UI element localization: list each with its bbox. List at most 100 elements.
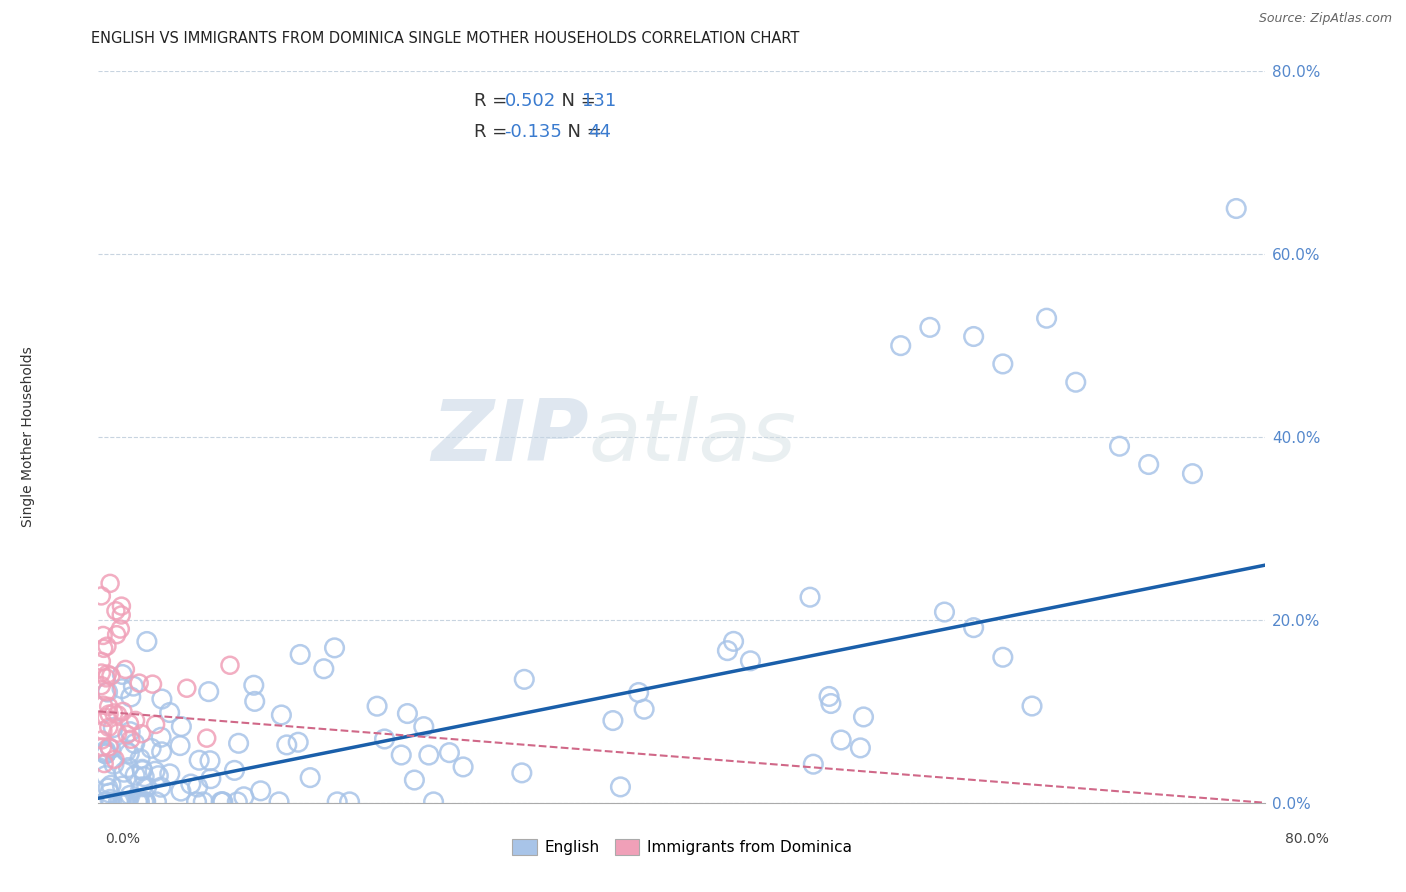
Point (94, 795, 117, 809)
Point (209, 795, 232, 809)
Point (243, 678, 266, 692)
Point (96, 685, 118, 699)
Point (111, 667, 134, 681)
Point (90, 654, 112, 668)
Point (740, 654, 762, 668)
Point (141, 677, 163, 691)
Point (396, 706, 419, 721)
Point (226, 795, 249, 809)
Point (96, 667, 118, 681)
Point (115, 795, 138, 809)
Point (326, 795, 349, 809)
Point (228, 736, 250, 750)
Point (389, 747, 412, 762)
Point (404, 772, 426, 787)
Point (1108, 439, 1130, 453)
Point (131, 764, 153, 778)
Point (890, 338, 912, 352)
Text: ZIP: ZIP (430, 395, 589, 479)
Point (131, 780, 153, 794)
Point (91, 628, 114, 642)
Point (114, 662, 136, 676)
Point (94, 795, 117, 809)
Point (609, 780, 631, 794)
Point (1035, 311, 1057, 326)
Point (962, 329, 984, 343)
Point (97, 720, 120, 734)
Text: ENGLISH VS IMMIGRANTS FROM DOMINICA SINGLE MOTHER HOUSEHOLDS CORRELATION CHART: ENGLISH VS IMMIGRANTS FROM DOMINICA SING… (91, 31, 800, 46)
Point (124, 737, 146, 751)
Point (118, 747, 141, 761)
Point (90, 589, 112, 603)
Point (186, 795, 208, 809)
Point (98, 739, 121, 754)
Text: R =: R = (474, 92, 513, 110)
Point (110, 622, 132, 636)
Text: Source: ZipAtlas.com: Source: ZipAtlas.com (1258, 12, 1392, 25)
Point (94, 795, 117, 809)
Point (451, 760, 474, 774)
Point (1225, 202, 1247, 216)
Point (100, 669, 122, 683)
Point (110, 607, 132, 622)
Text: -0.135: -0.135 (505, 122, 562, 141)
Point (170, 784, 193, 798)
Point (93, 698, 115, 713)
Point (270, 708, 292, 723)
Point (849, 740, 872, 755)
Point (852, 710, 875, 724)
Point (115, 727, 138, 741)
Point (224, 764, 246, 778)
Point (94, 745, 117, 759)
Point (366, 699, 388, 714)
Point (104, 752, 127, 766)
Point (91, 739, 114, 754)
Point (716, 643, 738, 657)
Text: 44: 44 (589, 122, 612, 141)
Point (159, 706, 181, 720)
Point (195, 731, 218, 746)
Text: 0.0%: 0.0% (105, 832, 141, 846)
Point (103, 706, 125, 720)
Point (103, 721, 125, 735)
Point (103, 757, 125, 772)
Point (120, 724, 142, 739)
Point (114, 795, 136, 809)
Point (98, 707, 121, 722)
Point (991, 650, 1014, 665)
Point (1064, 375, 1087, 389)
Point (96, 671, 118, 685)
Point (150, 745, 173, 759)
Point (129, 752, 152, 766)
Point (1181, 467, 1204, 481)
Point (150, 692, 173, 706)
Point (143, 764, 166, 779)
Point (100, 741, 122, 756)
Point (934, 605, 956, 619)
Point (820, 697, 842, 711)
Point (135, 634, 157, 648)
Point (128, 676, 150, 690)
Point (107, 795, 129, 809)
Legend: English, Immigrants from Dominica: English, Immigrants from Dominica (506, 833, 858, 861)
Point (149, 780, 172, 795)
Point (93, 756, 115, 771)
Text: N =: N = (555, 122, 607, 141)
Point (219, 658, 242, 673)
Point (94, 795, 117, 809)
Point (117, 761, 139, 775)
Point (111, 795, 134, 809)
Point (187, 780, 209, 794)
Point (132, 795, 155, 809)
Point (818, 690, 841, 704)
Point (98, 786, 121, 800)
Point (107, 726, 129, 740)
Point (249, 784, 271, 798)
Point (94, 747, 117, 761)
Point (90, 679, 112, 693)
Point (128, 795, 150, 809)
Point (110, 599, 132, 614)
Point (288, 648, 311, 662)
Point (107, 707, 129, 722)
Point (91, 723, 114, 738)
